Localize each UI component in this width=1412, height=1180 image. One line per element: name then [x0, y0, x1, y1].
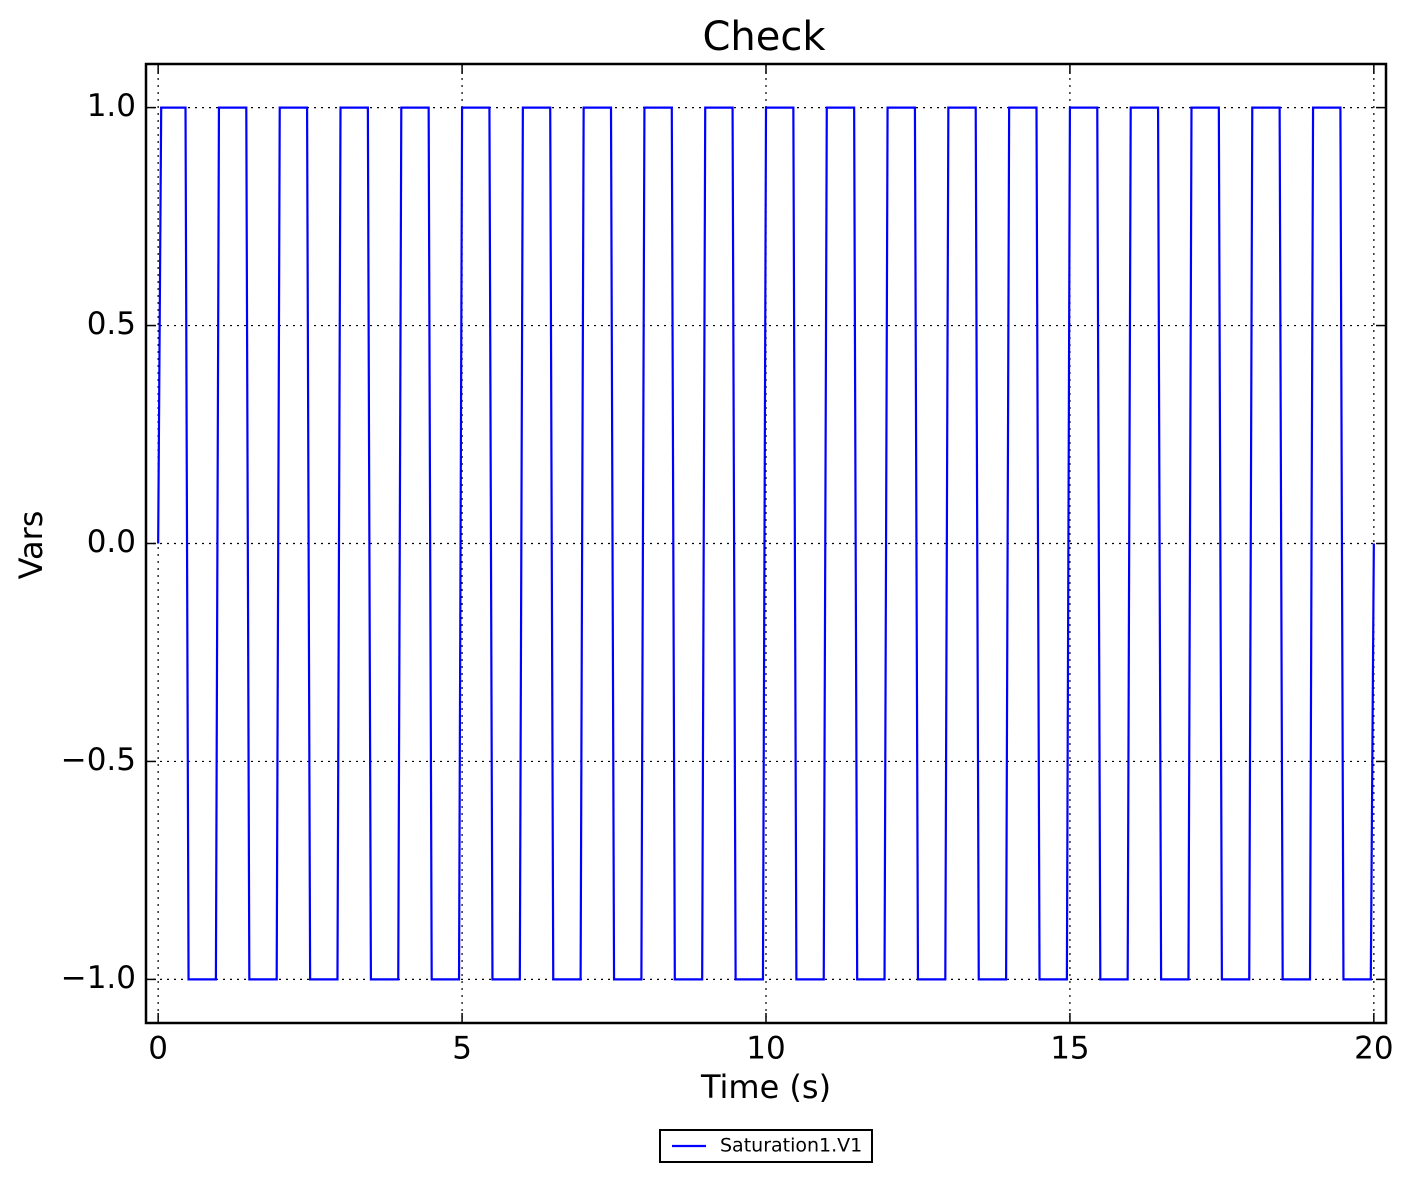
x-axis-label: Time (s)	[700, 1068, 831, 1106]
y-tick-label: 0.0	[87, 524, 136, 560]
y-tick-label: 0.5	[87, 306, 136, 342]
y-tick-label: 1.0	[87, 88, 136, 124]
x-tick-label: 20	[1354, 1031, 1393, 1067]
legend-label: Saturation1.V1	[720, 1135, 862, 1157]
x-tick-label: 15	[1050, 1031, 1089, 1067]
x-tick-label: 10	[746, 1031, 785, 1067]
y-tick-label: −0.5	[61, 742, 136, 778]
x-tick-label: 5	[452, 1031, 472, 1067]
y-tick-label: −1.0	[61, 960, 136, 996]
y-axis-label: Vars	[12, 511, 50, 580]
plot-frame	[144, 62, 1388, 1025]
x-tick-label: 0	[148, 1031, 168, 1067]
data-line	[157, 106, 1375, 981]
chart-title: Check	[702, 14, 826, 60]
